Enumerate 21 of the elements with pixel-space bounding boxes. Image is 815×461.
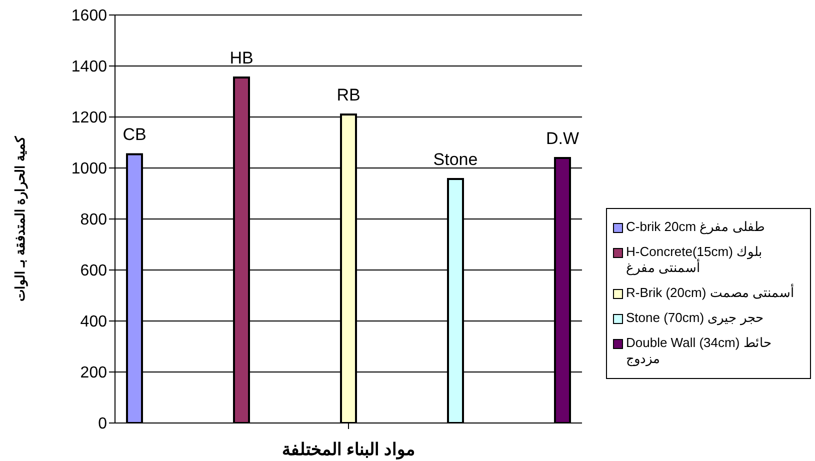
y-tick-label: 1200 — [71, 110, 108, 127]
y-tick-label: 0 — [98, 416, 108, 433]
y-tick-label: 1600 — [71, 8, 108, 25]
data-label: Stone — [433, 150, 478, 169]
legend-label: Stone (70cm) حجر جيرى — [626, 310, 764, 326]
y-tick-label: 1000 — [71, 160, 108, 178]
data-label: RB — [336, 85, 360, 104]
legend-label: C-brik 20cm طفلى مفرغ — [626, 219, 764, 235]
data-label: HB — [230, 48, 254, 68]
data-label: CB — [122, 125, 146, 144]
y-tick-label: 600 — [80, 262, 108, 280]
x-axis-title: مواد البناء المختلفة — [282, 440, 416, 460]
y-tick-label: 800 — [80, 212, 108, 229]
data-label: D.W — [546, 129, 580, 148]
legend-label: R-Brik (20cm) أسمنتى مصمت — [626, 285, 794, 301]
y-axis-title: كمية الحرارة المتدفقة بـ الوات — [12, 135, 29, 302]
y-tick-label: 1400 — [71, 58, 108, 76]
legend-label: Double Wall (34cm) حائط مزدوج — [626, 335, 772, 367]
y-tick-label: 400 — [80, 314, 108, 331]
y-tick-label: 200 — [80, 364, 108, 382]
legend-label: H-Concrete(15cm) بلوك أسمنتى مفرغ — [626, 244, 764, 276]
